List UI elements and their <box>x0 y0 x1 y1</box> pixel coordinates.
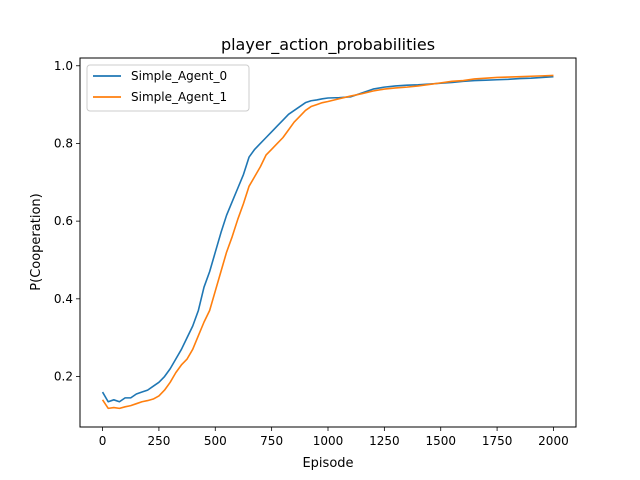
x-tick-label: 2000 <box>538 434 569 448</box>
x-tick-label: 500 <box>204 434 227 448</box>
x-axis-ticks: 0 250 500 750 1000 1250 1500 1750 2000 <box>99 427 569 448</box>
x-tick-label: 1000 <box>313 434 344 448</box>
y-axis-ticks: 0.2 0.4 0.6 0.8 1.0 <box>54 59 80 384</box>
y-tick-label: 1.0 <box>54 59 73 73</box>
series-line-1 <box>101 74 554 410</box>
legend-box <box>86 64 250 112</box>
x-tick-label: 1750 <box>482 434 513 448</box>
legend-label-1: Simple_Agent_1 <box>131 90 227 104</box>
chart-title: player_action_probabilities <box>221 35 435 55</box>
y-tick-label: 0.4 <box>54 292 73 306</box>
legend: Simple_Agent_0 Simple_Agent_1 <box>86 64 250 112</box>
legend-label-0: Simple_Agent_0 <box>131 69 227 83</box>
y-tick-label: 0.8 <box>54 136 73 150</box>
x-tick-label: 1250 <box>369 434 400 448</box>
x-axis-label: Episode <box>302 456 353 471</box>
x-tick-label: 250 <box>147 434 170 448</box>
y-axis-label: P(Cooperation) <box>29 193 44 290</box>
y-tick-label: 0.6 <box>54 214 73 228</box>
x-tick-label: 1500 <box>425 434 456 448</box>
x-tick-label: 750 <box>260 434 283 448</box>
x-tick-label: 0 <box>99 434 107 448</box>
series-layer <box>101 74 554 410</box>
y-tick-label: 0.2 <box>54 370 73 384</box>
